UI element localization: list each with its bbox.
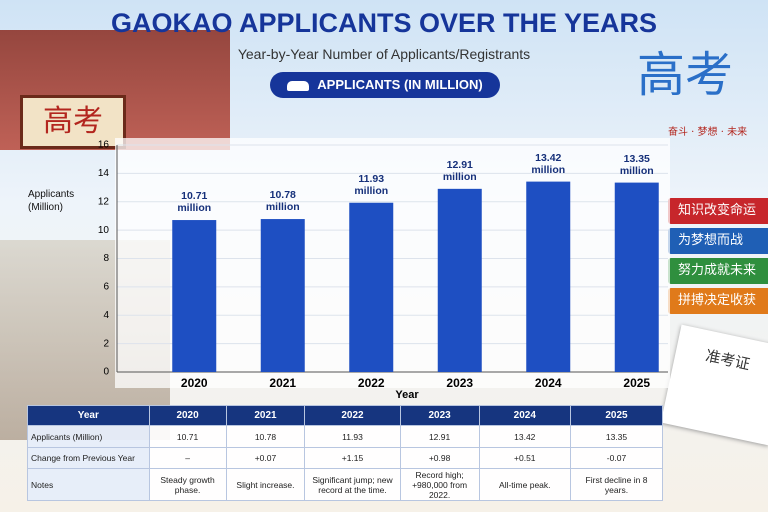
table-cell: +0.07 (225, 447, 306, 469)
table-cell: Change from Previous Year (27, 447, 150, 469)
y-tick-label: 4 (103, 310, 109, 321)
book: 拼搏决定收获 (668, 288, 768, 314)
y-axis-label: Applicants (Million) (28, 189, 75, 213)
x-tick-label: 2025 (623, 376, 650, 390)
x-axis-label: Year (395, 389, 419, 401)
bar (260, 219, 305, 372)
legend: APPLICANTS (IN MILLION) (270, 72, 500, 98)
y-tick-label: 10 (98, 225, 110, 236)
table-cell: Record high; +980,000 from 2022. (399, 468, 480, 501)
y-tick-label: 8 (103, 253, 109, 264)
y-tick-label: 6 (103, 282, 109, 293)
x-tick-label: 2024 (535, 376, 562, 390)
table-cell: Notes (27, 468, 150, 501)
table-cell: 2024 (478, 405, 571, 426)
table-cell: 2020 (148, 405, 227, 426)
table-cell: 2023 (399, 405, 480, 426)
table-row: Applicants (Million) 10.71 10.78 11.93 12.91… (27, 425, 664, 448)
table-cell: First decline in 8 years. (569, 468, 664, 501)
legend-icon (287, 80, 310, 91)
value-label: 13.35 million (619, 152, 654, 177)
table-cell: +1.15 (304, 447, 401, 469)
table-cell: 13.35 (569, 425, 664, 448)
table-cell: 2025 (569, 405, 664, 426)
x-tick-label: 2021 (269, 376, 296, 390)
book: 为梦想而战 (668, 228, 768, 254)
y-tick-label: 14 (98, 168, 110, 179)
bar (614, 182, 659, 372)
value-label: 10.71 million (177, 190, 212, 215)
value-label: 10.78 million (265, 189, 300, 214)
x-tick-label: 2023 (446, 376, 473, 390)
y-tick-label: 2 (103, 338, 109, 349)
bar (172, 220, 217, 372)
subtitle: Year-by-Year Number of Applicants/Regist… (237, 46, 531, 62)
table-cell: All-time peak. (478, 468, 571, 501)
table-cell: +0.98 (399, 447, 480, 469)
table-cell: Applicants (Million) (27, 425, 150, 448)
table-cell: 2021 (225, 405, 306, 426)
table-cell: Year (27, 405, 150, 426)
table-row: Notes Steady growth phase. Slight increase… (27, 468, 664, 501)
value-label: 13.42 million (531, 151, 566, 176)
table-cell: 10.71 (148, 425, 227, 448)
y-tick-label: 16 (98, 140, 110, 151)
x-tick-label: 2022 (358, 376, 385, 390)
table-cell: 2022 (304, 405, 401, 426)
bar (526, 181, 571, 372)
table-cell: 10.78 (225, 425, 306, 448)
table-cell: 11.93 (304, 425, 401, 448)
y-tick-label: 12 (98, 196, 110, 207)
table-cell: – (148, 447, 227, 469)
motto: 奋斗 · 梦想 · 未来 (668, 127, 748, 138)
gate-sign: 高考 (20, 95, 126, 149)
x-tick-label: 2020 (181, 376, 208, 390)
table-cell: Slight increase. (225, 468, 306, 501)
table-cell: 12.91 (399, 425, 480, 448)
big-title: 高考 (637, 47, 734, 103)
book: 知识改变命运 (668, 198, 768, 224)
table-row: Change from Previous Year – +0.07 +1.15 +0.9… (27, 447, 664, 469)
table-cell: -0.07 (569, 447, 664, 469)
bar (437, 188, 482, 372)
bar (349, 202, 394, 372)
book: 努力成就未来 (668, 258, 768, 284)
value-label: 11.93 million (354, 172, 389, 197)
value-label: 12.91 million (442, 158, 477, 183)
legend-label: APPLICANTS (IN MILLION) (317, 77, 483, 92)
table: Year 2020 2021 2022 2023 2024 2025 Applicants (… (27, 405, 664, 501)
table-cell: Steady growth phase. (148, 468, 227, 501)
table-cell: 13.42 (478, 425, 571, 448)
title: GAOKAO APPLICANTS OVER THE YEARS (110, 8, 658, 38)
table-cell: +0.51 (478, 447, 571, 469)
y-tick-label: 0 (103, 367, 109, 378)
table-row: Year 2020 2021 2022 2023 2024 2025 (27, 405, 664, 426)
table-cell: Significant jump; new record at the time… (304, 468, 401, 501)
